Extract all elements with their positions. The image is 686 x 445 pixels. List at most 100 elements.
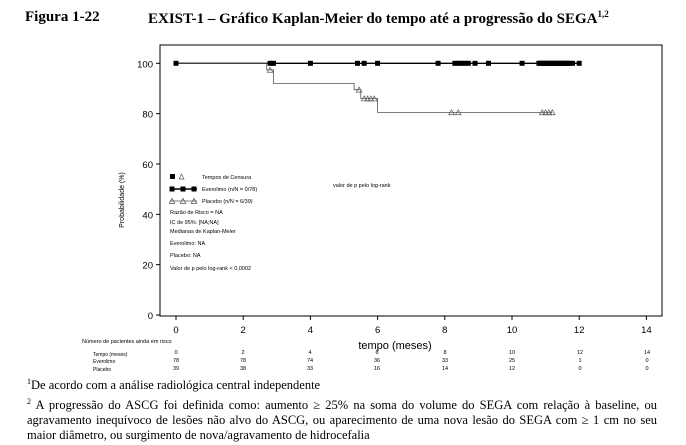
censor-mark-everolimo: [462, 60, 468, 66]
legend-censor-triangle-icon: [178, 173, 185, 180]
censor-mark-placebo: [355, 86, 363, 93]
footnote-2-text: A progressão do ASCG foi definida como: …: [27, 398, 657, 443]
censor-mark-placebo: [364, 95, 371, 102]
censor-mark-placebo: [545, 109, 553, 116]
risk-table-cell: 25: [509, 358, 515, 364]
censor-mark-placebo: [548, 109, 556, 116]
risk-table-cell: 74: [307, 358, 313, 364]
risk-table-cell: 0: [645, 366, 648, 372]
risk-table-time: 10: [509, 350, 515, 356]
figure-label: Figura 1-22: [25, 9, 100, 25]
y-tick-label: 60: [142, 160, 153, 171]
stats-line: Everolimo: NA: [170, 241, 205, 247]
censor-mark-everolimo: [452, 60, 458, 66]
risk-table-cell: 33: [442, 358, 448, 364]
censor-mark-everolimo: [576, 60, 582, 66]
risk-table-cell: 1: [578, 358, 581, 364]
x-tick-label: 14: [641, 325, 652, 336]
x-axis-title: tempo (meses): [358, 340, 431, 352]
stats-line: Valor de p pelo log-rank < 0,0002: [170, 266, 251, 272]
legend-placebo-marker: [179, 197, 187, 204]
y-tick-label: 20: [142, 261, 153, 272]
risk-table-cell: 38: [240, 366, 246, 372]
censor-mark-placebo: [266, 66, 274, 73]
censor-mark-placebo: [448, 109, 455, 116]
censor-mark-placebo: [370, 95, 378, 102]
risk-table-time: 2: [241, 350, 244, 356]
risk-table-time: 8: [443, 350, 446, 356]
stats-line: Razão de Risco = NA: [170, 210, 223, 216]
plot-frame: [159, 44, 663, 317]
risk-table-time: 12: [577, 350, 583, 356]
censor-mark-everolimo: [569, 60, 575, 66]
censor-mark-everolimo: [459, 60, 465, 66]
censor-mark-everolimo: [307, 60, 313, 66]
censor-mark-everolimo: [435, 60, 441, 66]
risk-table-time: 0: [174, 350, 177, 356]
pvalue-annotation: valor de p pelo log-rank: [333, 183, 391, 189]
risk-table-row-label: Placebo: [93, 367, 111, 373]
x-tick-label: 0: [173, 325, 178, 336]
legend-placebo-marker: [190, 197, 198, 204]
x-tick-label: 10: [507, 325, 518, 336]
censor-mark-everolimo: [472, 60, 478, 66]
legend-header: Tempos de Censura: [202, 175, 252, 181]
footnote-1-mark: 1: [27, 377, 31, 386]
y-axis-title: Probabilidade (%): [119, 172, 126, 228]
legend-everolimo-marker: [169, 186, 175, 192]
y-tick-label: 80: [142, 110, 153, 121]
figure-title: EXIST-1 – Gráfico Kaplan-Meier do tempo …: [148, 9, 609, 28]
risk-table-cell: 16: [374, 366, 380, 372]
figure-title-sup: 1,2: [597, 9, 609, 19]
y-tick-label: 0: [148, 311, 153, 322]
censor-mark-everolimo: [267, 60, 273, 66]
risk-table-header-label: Tempo (meses): [93, 352, 128, 358]
x-tick-label: 2: [241, 325, 246, 336]
censor-mark-everolimo: [173, 60, 179, 66]
risk-table-cell: 0: [645, 358, 648, 364]
legend-placebo-marker: [168, 197, 176, 204]
legend-entry-placebo: Placebo (n/N = 6/39): [202, 199, 253, 205]
risk-table-cell: 14: [442, 366, 448, 372]
risk-table-cell: 36: [374, 358, 380, 364]
series-line-placebo: [176, 62, 553, 113]
risk-table-cell: 78: [240, 358, 246, 364]
risk-table-row-label: Everolimo: [93, 359, 115, 365]
y-tick-label: 40: [142, 210, 153, 221]
legend-censor-square-icon: [170, 174, 175, 179]
x-tick-label: 6: [375, 325, 380, 336]
censor-mark-everolimo: [270, 60, 276, 66]
censor-mark-everolimo: [566, 60, 572, 66]
risk-table-cell: 78: [173, 358, 179, 364]
risk-table-title: Número de pacientes ainda em risco: [82, 339, 172, 345]
risk-table-time: 6: [375, 350, 378, 356]
x-tick-label: 8: [442, 325, 447, 336]
stats-line: Medianas de Kaplan-Meier: [170, 229, 236, 235]
censor-mark-everolimo: [375, 60, 381, 66]
censor-mark-placebo: [542, 109, 549, 116]
risk-table-cell: 12: [509, 366, 515, 372]
risk-table-cell: 33: [307, 366, 313, 372]
censor-mark-placebo: [538, 109, 546, 116]
risk-table-cell: 0: [578, 366, 581, 372]
censor-mark-placebo: [367, 95, 375, 102]
censor-mark-everolimo: [519, 60, 525, 66]
risk-table-time: 14: [644, 350, 650, 356]
stats-line: IC de 95%: [NA;NA]: [170, 220, 219, 226]
legend-everolimo-marker: [191, 186, 197, 192]
figure-title-text: EXIST-1 – Gráfico Kaplan-Meier do tempo …: [148, 11, 598, 27]
censor-mark-placebo: [454, 109, 462, 116]
footnote-2: 2 A progressão do ASCG foi definida como…: [27, 394, 657, 443]
risk-table-time: 4: [308, 350, 311, 356]
legend-everolimo-marker: [180, 186, 186, 192]
censor-mark-placebo: [360, 95, 368, 102]
censor-mark-everolimo: [485, 60, 491, 66]
footnote-2-mark: 2: [27, 397, 31, 406]
censor-mark-everolimo: [361, 60, 367, 66]
footnote-1-text: De acordo com a análise radiológica cent…: [31, 378, 321, 393]
x-tick-label: 12: [574, 325, 585, 336]
censor-mark-everolimo: [465, 60, 471, 66]
risk-table-cell: 39: [173, 366, 179, 372]
stats-line: Placebo: NA: [170, 253, 201, 259]
